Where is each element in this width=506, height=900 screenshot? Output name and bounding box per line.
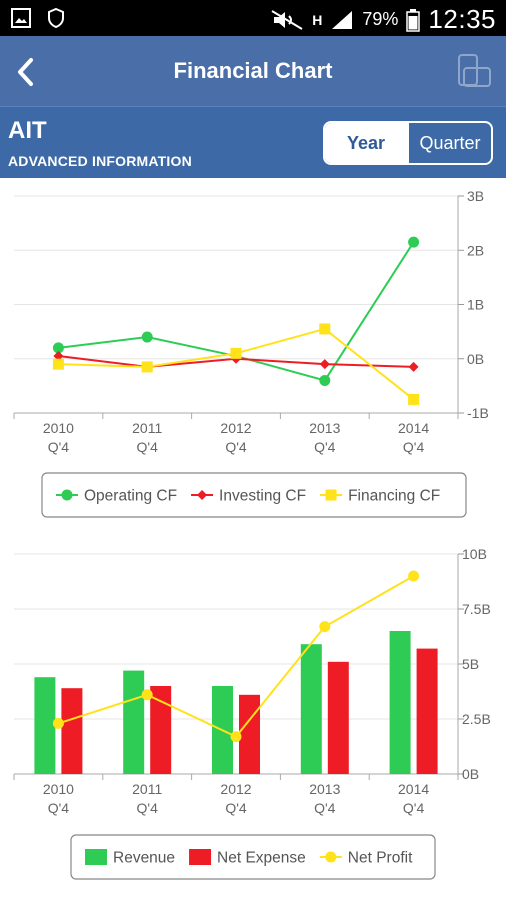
stock-header: AIT ADVANCED INFORMATION Year Quarter — [0, 106, 506, 178]
point-financing-cf — [408, 393, 420, 405]
x-tick-label: Q'4 — [137, 439, 159, 455]
legend-swatch-revenue — [85, 849, 107, 865]
bar-revenue — [389, 631, 411, 774]
clock: 12:35 — [428, 4, 496, 34]
legend-label-net-profit: Net Profit — [348, 850, 413, 867]
legend-marker-financing-cf — [325, 489, 337, 501]
x-tick-label: 2011 — [132, 420, 162, 436]
cash-flow-chart: 3B 2B 1B 0B -1B 2010 Q'4 2011 Q'4 2012 Q'4 2013 Q'4 2… — [13, 188, 489, 518]
x-tick-label: 2014 — [398, 781, 429, 797]
bar-net-expense — [150, 686, 172, 774]
y-tick-label: 7.5B — [462, 601, 491, 617]
bar-net-expense — [61, 688, 83, 774]
point-investing-cf — [319, 359, 330, 370]
x-tick-label: 2010 — [43, 420, 74, 436]
y-tick-label: 5B — [462, 656, 479, 672]
x-tick-label: Q'4 — [225, 439, 247, 455]
legend-label-revenue: Revenue — [113, 850, 175, 867]
point-operating-cf — [141, 331, 153, 343]
point-investing-cf — [53, 351, 64, 362]
y-tick-label: 3B — [467, 188, 484, 204]
y-tick-label: 2B — [467, 242, 484, 258]
x-tick-label: 2012 — [220, 420, 251, 436]
x-tick-label: Q'4 — [137, 800, 159, 816]
rotate-screen-button[interactable] — [454, 52, 494, 92]
legend-marker-net-profit — [325, 851, 337, 863]
year-option[interactable]: Year — [325, 123, 407, 163]
point-financing-cf — [141, 361, 153, 373]
point-operating-cf — [52, 342, 64, 354]
x-tick-label: 2012 — [220, 781, 251, 797]
status-bar: H 79% 12:35 — [0, 0, 506, 36]
bar-net-expense — [239, 694, 260, 774]
image-icon — [11, 8, 31, 28]
income-chart: 10B 7.5B 5B 2.5B 0B 2010 Q'4 2011 Q'4 2012 Q'4 2013… — [13, 546, 491, 880]
legend-marker-operating-cf — [61, 489, 73, 501]
legend-marker-investing-cf — [197, 490, 208, 500]
back-button[interactable] — [6, 52, 46, 92]
point-net-profit — [52, 717, 64, 729]
bar-net-expense — [327, 661, 349, 774]
bar-revenue — [300, 644, 322, 774]
x-tick-label: Q'4 — [48, 439, 70, 455]
point-operating-cf — [319, 374, 331, 386]
rotate-screen-icon — [458, 54, 491, 87]
quarter-option[interactable]: Quarter — [407, 123, 491, 163]
bar-revenue — [123, 670, 145, 774]
point-net-profit — [230, 731, 242, 743]
legend-label-net-expense: Net Expense — [217, 850, 306, 867]
y-tick-label: 0B — [462, 766, 479, 782]
y-tick-label: 2.5B — [462, 711, 491, 727]
point-operating-cf — [408, 236, 420, 248]
network-type: H — [312, 11, 323, 28]
point-financing-cf — [319, 323, 331, 335]
point-financing-cf — [230, 347, 242, 359]
line-financing-cf — [58, 327, 415, 401]
point-net-profit — [408, 570, 420, 582]
x-tick-label: Q'4 — [314, 800, 336, 816]
period-toggle: Year Quarter — [323, 121, 493, 165]
point-net-profit — [319, 621, 331, 633]
x-tick-label: Q'4 — [48, 800, 70, 816]
x-tick-label: 2013 — [309, 781, 340, 797]
line-net-profit — [58, 575, 415, 738]
chevron-left-icon — [18, 58, 33, 86]
shield-icon — [48, 7, 64, 29]
legend-box — [70, 834, 436, 880]
legend-label-financing-cf: Financing CF — [348, 488, 440, 505]
page-title: Financial Chart — [173, 58, 333, 83]
point-investing-cf — [408, 361, 419, 372]
stock-symbol: AIT — [8, 117, 47, 144]
point-financing-cf — [52, 358, 64, 370]
app-bar: Financial Chart — [0, 36, 506, 106]
signal-icon — [332, 10, 353, 29]
y-tick-label: 0B — [467, 351, 484, 367]
company-name: ADVANCED INFORMATION — [8, 153, 192, 169]
y-tick-label: -1B — [467, 405, 489, 421]
battery-icon — [406, 8, 421, 32]
legend-label-investing-cf: Investing CF — [219, 488, 306, 505]
mute-icon — [271, 9, 303, 30]
x-tick-label: 2010 — [43, 781, 74, 797]
x-tick-label: Q'4 — [225, 800, 247, 816]
bar-revenue — [34, 677, 56, 774]
point-net-profit — [141, 689, 153, 701]
legend-label-operating-cf: Operating CF — [84, 488, 177, 505]
x-tick-label: Q'4 — [403, 800, 425, 816]
legend-box — [41, 472, 467, 518]
x-tick-label: Q'4 — [314, 439, 336, 455]
bar-net-expense — [416, 648, 438, 774]
x-tick-label: Q'4 — [403, 439, 425, 455]
y-tick-label: 10B — [462, 546, 487, 562]
x-tick-label: 2011 — [132, 781, 162, 797]
y-tick-label: 1B — [467, 297, 484, 313]
legend-swatch-net-expense — [189, 849, 212, 865]
x-tick-label: 2014 — [398, 420, 429, 436]
x-tick-label: 2013 — [309, 420, 340, 436]
battery-percent: 79% — [362, 9, 399, 29]
